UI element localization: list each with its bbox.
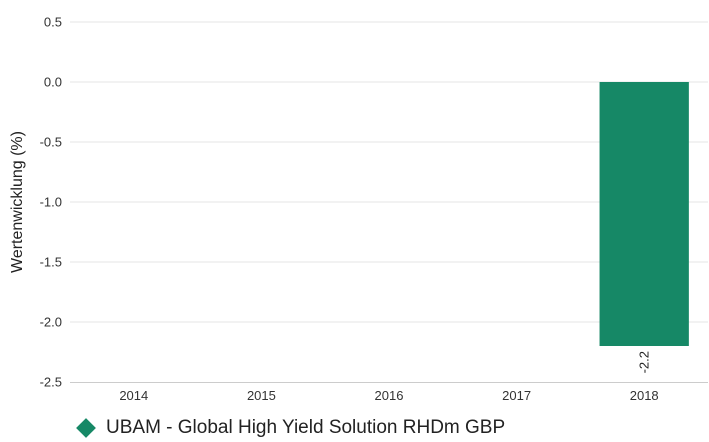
bars [599,82,689,346]
x-tick-label: 2016 [375,388,404,403]
y-tick-label: -2.5 [40,375,62,390]
y-tick-label: -1.5 [40,255,62,270]
x-tick-label: 2014 [119,388,148,403]
y-axis-label: Wertenwicklung (%) [9,131,26,273]
x-tick-label: 2017 [502,388,531,403]
x-tick-label: 2018 [630,388,659,403]
y-tick-label: -2.0 [40,315,62,330]
data-label: -2.2 [637,351,652,373]
gridlines [70,21,708,323]
y-tick-label: 0.5 [44,15,62,30]
legend[interactable]: UBAM - Global High Yield Solution RHDm G… [74,414,505,442]
legend-diamond-icon [76,418,96,438]
y-tick-label: -1.0 [40,195,62,210]
x-axis-ticks: 2014 2015 2016 2017 2018 [119,388,658,403]
y-axis-ticks: 0.5 0.0 -0.5 -1.0 -1.5 -2.0 -2.5 [40,15,62,390]
bar-2018[interactable] [599,82,689,346]
y-tick-label: -0.5 [40,135,62,150]
data-labels: -2.2 [637,351,652,373]
x-tick-label: 2015 [247,388,276,403]
legend-label: UBAM - Global High Yield Solution RHDm G… [106,417,506,438]
y-tick-label: 0.0 [44,75,62,90]
